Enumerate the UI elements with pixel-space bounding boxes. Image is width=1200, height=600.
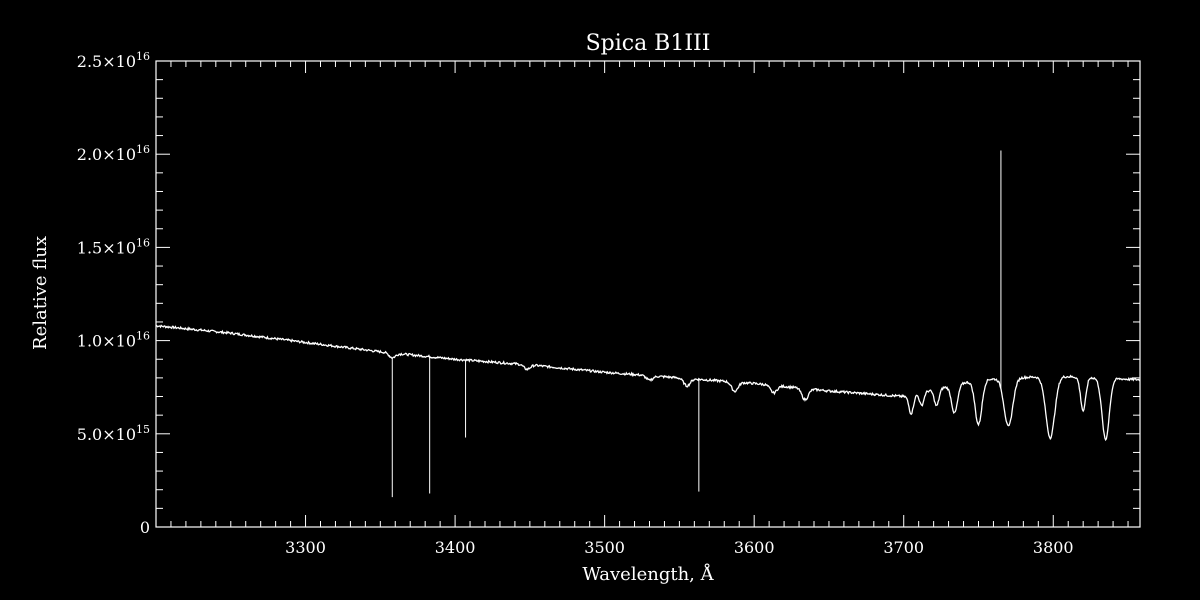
y-tick-label: 5.0×1015: [77, 423, 150, 444]
y-tick-label: 1.0×1016: [77, 330, 150, 351]
x-tick-label: 3700: [883, 538, 924, 557]
axes: 3300 3400 3500 3600 3700 3800 0 5.0×1015 1.0×101…: [77, 50, 1141, 557]
y-tick-label: 0: [140, 518, 150, 537]
y-axis-label: Relative flux: [30, 236, 51, 350]
y-tick-label: 2.0×1016: [77, 143, 150, 164]
spectrum-line: [155, 324, 1141, 442]
x-tick-label: 3800: [1033, 538, 1074, 557]
x-tick-label: 3300: [285, 538, 326, 557]
chart-title: Spica B1III: [586, 31, 711, 56]
x-tick-label: 3500: [584, 538, 625, 557]
plot-frame: [155, 60, 1141, 528]
y-tick-label: 1.5×1016: [77, 236, 150, 257]
x-axis-label: Wavelength, Å: [582, 563, 714, 585]
x-tick-label: 3400: [435, 538, 476, 557]
series-layer: [155, 150, 1141, 498]
y-tick-label: 2.5×1016: [77, 50, 150, 71]
x-tick-label: 3600: [734, 538, 775, 557]
